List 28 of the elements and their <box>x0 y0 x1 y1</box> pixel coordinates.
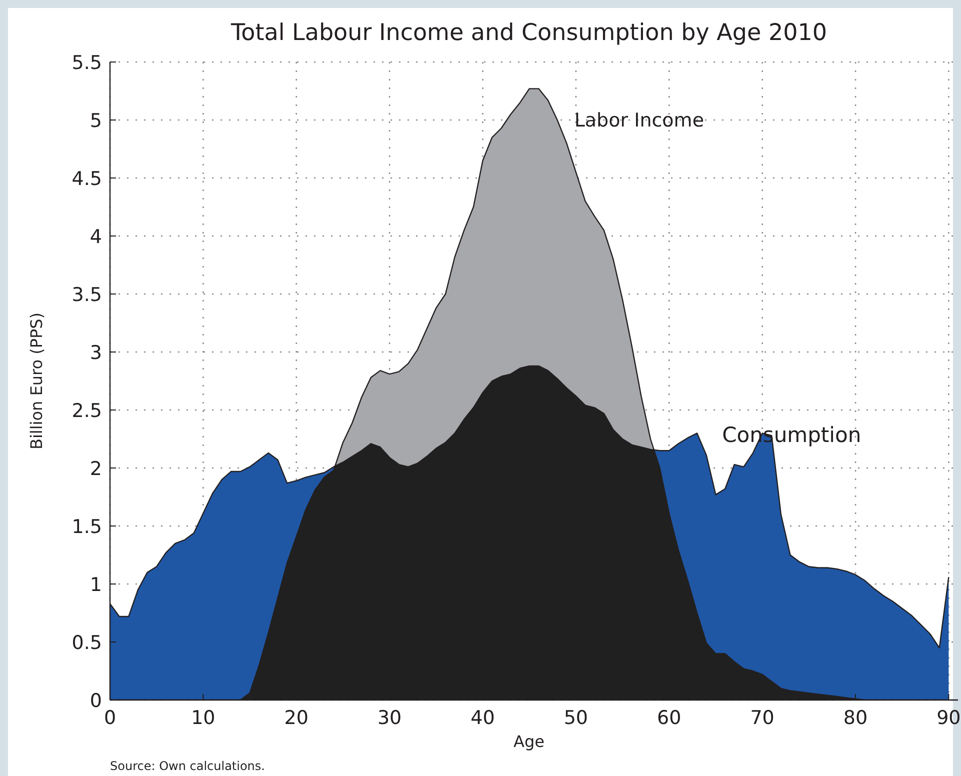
y-tick-label: 1.5 <box>72 516 102 538</box>
y-tick-label: 4.5 <box>72 168 102 190</box>
x-tick-label: 60 <box>657 707 682 729</box>
y-axis-title: Billion Euro (PPS) <box>27 312 46 450</box>
x-tick-label: 0 <box>104 707 116 729</box>
series-label: Labor Income <box>574 110 704 132</box>
y-tick-label: 1 <box>90 574 102 596</box>
y-tick-label: 4 <box>90 226 102 248</box>
y-tick-label: 5 <box>90 110 102 132</box>
x-tick-label: 20 <box>284 707 308 729</box>
x-axis-title: Age <box>514 732 544 751</box>
x-tick-label: 40 <box>470 707 495 729</box>
series-label: Consumption <box>722 423 862 448</box>
x-tick-label: 90 <box>936 707 961 729</box>
y-tick-label: 3.5 <box>72 284 102 306</box>
source-note: Source: Own calculations. <box>110 759 265 773</box>
y-tick-label: 0.5 <box>72 632 102 654</box>
x-tick-label: 50 <box>564 707 588 729</box>
x-tick-label: 70 <box>750 707 774 729</box>
y-tick-label: 0 <box>90 690 102 712</box>
y-tick-label: 2.5 <box>72 400 102 422</box>
chart-title: Total Labour Income and Consumption by Age 2010 <box>230 20 827 46</box>
x-tick-label: 30 <box>377 707 402 729</box>
y-tick-label: 5.5 <box>72 52 102 74</box>
x-tick-label: 80 <box>843 707 868 729</box>
y-tick-label: 3 <box>90 342 102 364</box>
x-tick-label: 10 <box>191 707 216 729</box>
y-tick-label: 2 <box>90 458 102 480</box>
